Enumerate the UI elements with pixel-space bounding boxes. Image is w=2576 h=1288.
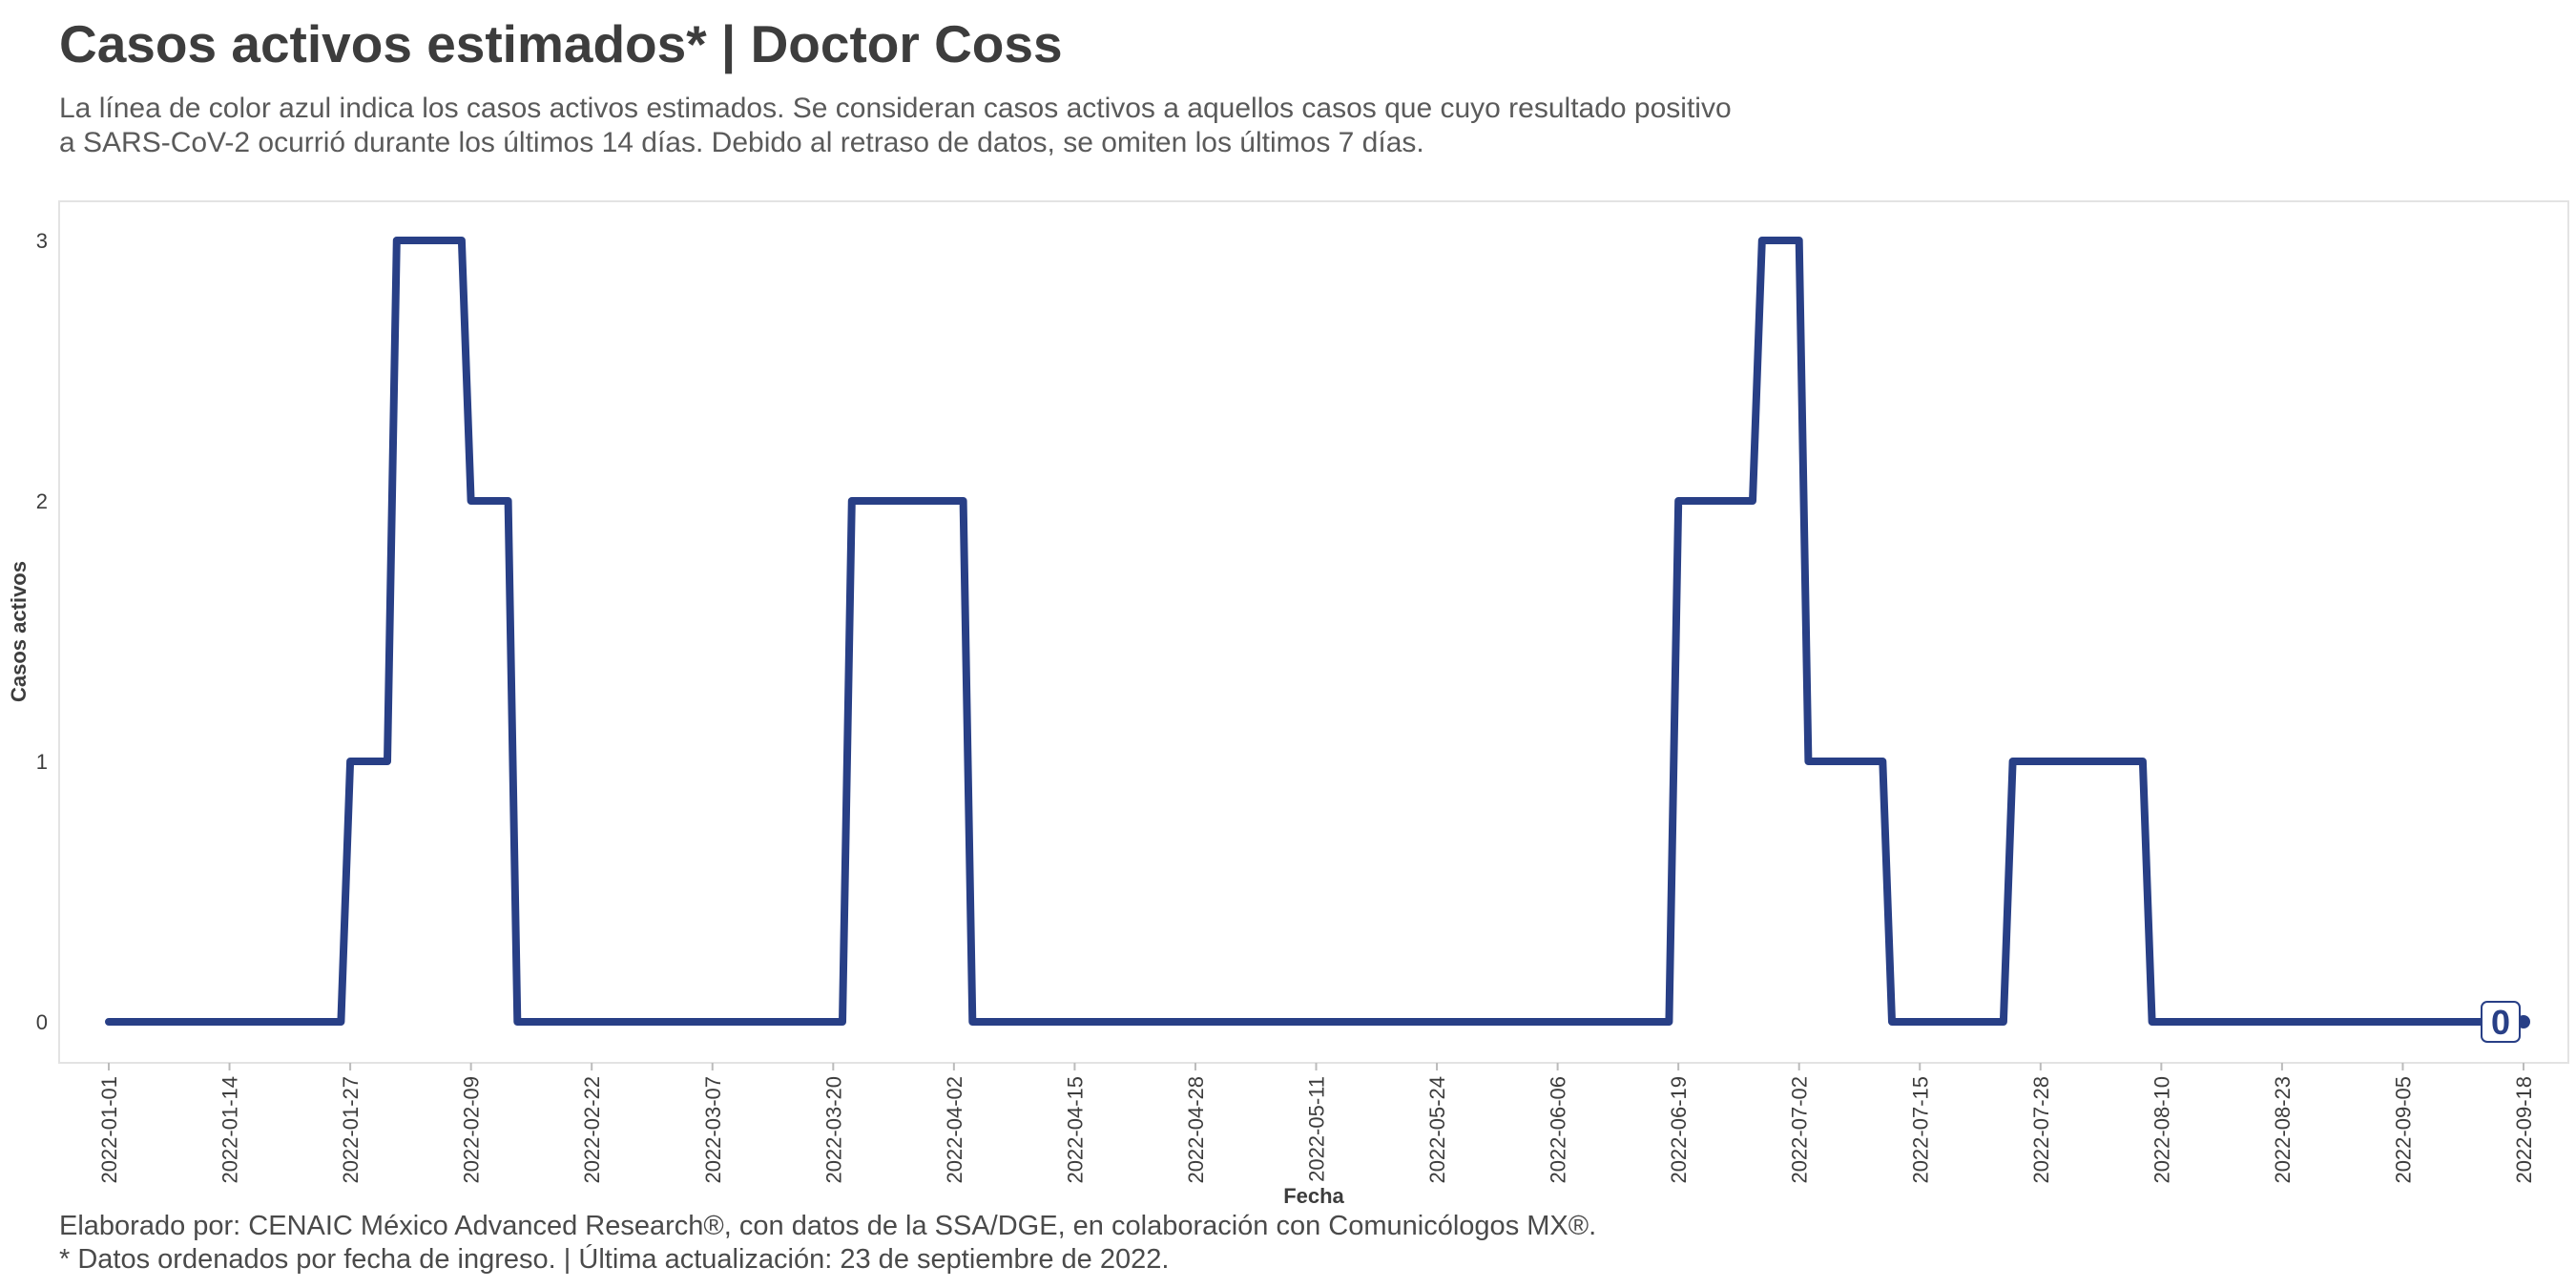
caption-line-2: * Datos ordenados por fecha de ingreso. … bbox=[59, 1244, 1170, 1275]
y-axis-label: Casos activos bbox=[7, 561, 31, 702]
x-axis-label: Fecha bbox=[1283, 1184, 1344, 1208]
end-label-box bbox=[2481, 1001, 2521, 1043]
plot-panel bbox=[58, 200, 2569, 1064]
chart-caption: Elaborado por: CENAIC México Advanced Re… bbox=[59, 1210, 1596, 1277]
x-tick-label: 2022-01-01 bbox=[97, 1076, 121, 1184]
x-tick-label: 2022-07-28 bbox=[2029, 1076, 2053, 1184]
x-tick-label: 2022-08-23 bbox=[2271, 1076, 2295, 1184]
x-tick-label: 2022-09-05 bbox=[2391, 1076, 2415, 1184]
end-value-label: 0 bbox=[2491, 1003, 2510, 1042]
x-tick-label: 2022-08-10 bbox=[2150, 1076, 2173, 1184]
x-tick-label: 2022-03-20 bbox=[821, 1076, 845, 1184]
x-tick-label: 2022-04-02 bbox=[943, 1076, 966, 1184]
x-tick-label: 2022-07-15 bbox=[1908, 1076, 1932, 1184]
chart-subtitle: La línea de color azul indica los casos … bbox=[59, 92, 1872, 160]
caption-line-1: Elaborado por: CENAIC México Advanced Re… bbox=[59, 1211, 1597, 1241]
x-tick-label: 2022-04-15 bbox=[1063, 1076, 1087, 1184]
x-axis-ticks: 2022-01-01 2022-01-14 2022-01-27 2022-02-09… bbox=[97, 1063, 2536, 1184]
chart-title: Casos activos estimados* | Doctor Coss bbox=[59, 14, 1063, 73]
y-tick-label: 3 bbox=[36, 229, 48, 253]
x-tick-label: 2022-01-14 bbox=[218, 1076, 242, 1184]
x-tick-label: 2022-01-27 bbox=[339, 1076, 363, 1184]
series-line bbox=[105, 237, 2527, 1026]
y-tick-label: 2 bbox=[36, 489, 48, 513]
x-tick-label: 2022-03-07 bbox=[701, 1076, 725, 1184]
x-tick-label: 2022-09-18 bbox=[2512, 1076, 2536, 1184]
x-tick-label: 2022-07-02 bbox=[1788, 1076, 1812, 1184]
series-layer: 0 bbox=[105, 237, 2530, 1043]
y-tick-label: 0 bbox=[36, 1010, 48, 1034]
subtitle-line-1: La línea de color azul indica los casos … bbox=[59, 93, 1732, 124]
x-tick-label: 2022-02-22 bbox=[580, 1076, 604, 1184]
x-tick-label: 2022-06-06 bbox=[1547, 1076, 1570, 1184]
subtitle-line-2: a SARS-CoV-2 ocurrió durante los últimos… bbox=[59, 127, 1424, 158]
x-tick-label: 2022-02-09 bbox=[460, 1076, 484, 1184]
y-tick-label: 1 bbox=[36, 750, 48, 774]
x-tick-label: 2022-04-28 bbox=[1184, 1076, 1208, 1184]
y-axis-ticks: 0 1 2 3 bbox=[36, 229, 48, 1034]
x-tick-label: 2022-05-11 bbox=[1305, 1076, 1329, 1182]
x-tick-label: 2022-05-24 bbox=[1425, 1076, 1449, 1184]
x-tick-label: 2022-06-19 bbox=[1667, 1076, 1691, 1184]
